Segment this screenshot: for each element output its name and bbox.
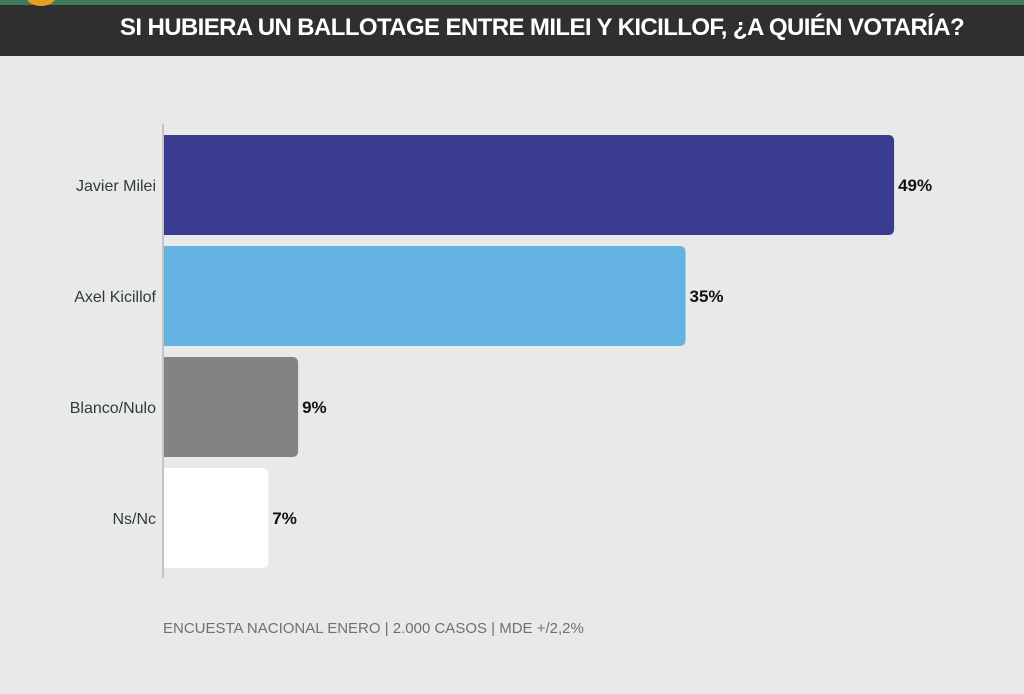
logo-badge-icon xyxy=(26,0,56,6)
header-accent-strip xyxy=(0,0,1024,5)
bar-ns-nc xyxy=(164,468,269,568)
value-label-javier-milei: 49% xyxy=(898,176,932,195)
category-label-axel-kicillof: Axel Kicillof xyxy=(74,289,156,306)
category-label-javier-milei: Javier Milei xyxy=(76,178,156,195)
bar-blanco-nulo xyxy=(164,357,299,457)
survey-footnote: ENCUESTA NACIONAL ENERO | 2.000 CASOS | … xyxy=(163,620,584,637)
bar-javier-milei xyxy=(164,135,895,235)
value-label-axel-kicillof: 35% xyxy=(690,287,724,306)
category-label-ns-nc: Ns/Nc xyxy=(112,511,156,528)
value-label-blanco-nulo: 9% xyxy=(302,398,327,417)
chart-title: SI HUBIERA UN BALLOTAGE ENTRE MILEI Y KI… xyxy=(119,14,965,41)
chart-header: SI HUBIERA UN BALLOTAGE ENTRE MILEI Y KI… xyxy=(0,0,1024,56)
bar-group: Javier Milei 49% Axel Kicillof 35% Blanco/Nu… xyxy=(70,135,932,568)
category-label-blanco-nulo: Blanco/Nulo xyxy=(70,400,156,417)
value-label-ns-nc: 7% xyxy=(272,509,297,528)
bar-axel-kicillof xyxy=(164,246,686,346)
